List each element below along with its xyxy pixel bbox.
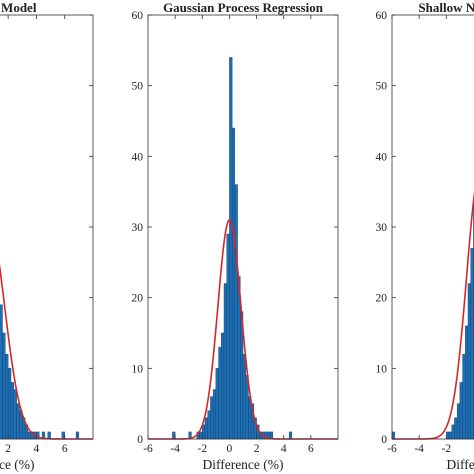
histogram-bar (202, 424, 206, 440)
histogram-bar (204, 417, 208, 440)
y-tick-label: 50 (376, 81, 388, 93)
histogram-bar (2, 332, 6, 440)
histogram-bar (465, 325, 469, 440)
panel-snn: -6 -4 -2 0 10 20 30 40 50 60 Shallow Neural Networ… (376, 0, 474, 472)
histogram-bar (47, 431, 51, 440)
histogram-bar (13, 389, 17, 440)
x-tick-label: 2 (5, 443, 11, 455)
histogram-bar (459, 382, 463, 440)
x-tick-label: -2 (441, 443, 451, 455)
panel-physical: 0246Physical ModelDifference (%) (0, 0, 94, 472)
x-tick-label: 4 (281, 443, 287, 455)
y-tick-label: 20 (376, 293, 388, 305)
histogram-bar (448, 431, 452, 440)
y-tick-label: 0 (381, 434, 387, 446)
x-tick-label: 6 (62, 443, 68, 455)
histogram-bar (470, 247, 474, 440)
y-tick-label: 40 (376, 151, 388, 163)
histogram-bar (5, 354, 9, 440)
histogram-bar (226, 233, 230, 440)
x-tick-label: -4 (170, 443, 180, 455)
histogram-bar (221, 332, 225, 440)
panel-title: Gaussian Process Regression (163, 0, 324, 15)
histogram-bar (451, 424, 455, 440)
histogram-bar (456, 403, 461, 440)
histogram-bar (288, 431, 293, 440)
histogram-bar (234, 184, 238, 440)
histogram-bar (212, 389, 217, 440)
x-tick-label: 2 (254, 443, 260, 455)
x-tick-label: -6 (143, 443, 153, 455)
y-tick-label: 10 (132, 363, 144, 375)
histogram-bar (215, 368, 219, 440)
histogram-bar (210, 396, 214, 440)
x-axis-label: Difference (%) (202, 457, 283, 472)
histogram-bar (218, 346, 222, 440)
histogram-bar (231, 127, 236, 440)
histogram-bar (75, 431, 80, 440)
histogram-bar (199, 431, 203, 440)
y-tick-label: 10 (376, 363, 388, 375)
histogram-bar (229, 57, 233, 440)
panel-title: Physical Model (0, 0, 37, 15)
x-tick-label: 6 (308, 443, 314, 455)
x-tick-label: -6 (387, 443, 397, 455)
y-tick-label: 50 (132, 81, 144, 93)
y-tick-label: 30 (132, 222, 144, 234)
x-tick-label: -2 (197, 443, 207, 455)
histogram-bar (242, 354, 246, 440)
histogram-bar (454, 417, 458, 440)
histogram-bar (10, 382, 15, 440)
y-tick-label: 40 (132, 151, 144, 163)
histogram-bar (61, 431, 65, 440)
x-tick-label: 4 (34, 443, 40, 455)
x-axis-label: Difference (%) (0, 457, 35, 472)
y-tick-label: 60 (376, 10, 388, 22)
histogram-bar (27, 431, 31, 440)
histogram-bar (0, 304, 3, 440)
histogram-bar (446, 431, 450, 440)
histogram-bar (467, 283, 471, 440)
y-tick-label: 60 (132, 10, 144, 22)
y-tick-label: 30 (376, 222, 388, 234)
x-tick-label: 0 (227, 443, 233, 455)
histogram-bar (391, 431, 395, 440)
histogram-bar (172, 431, 176, 440)
x-tick-label: -4 (414, 443, 424, 455)
panel-title: Shallow Neural Network (418, 0, 474, 15)
y-tick-label: 20 (132, 293, 144, 305)
axes-box (391, 14, 474, 440)
histogram-bar (7, 368, 12, 440)
histogram-bar (207, 410, 211, 440)
y-tick-label: 0 (137, 434, 143, 446)
histogram-bar (16, 403, 20, 440)
histogram-bar (462, 354, 466, 440)
x-axis-label: Difference (%) (446, 457, 474, 472)
histogram-bar (223, 283, 227, 440)
